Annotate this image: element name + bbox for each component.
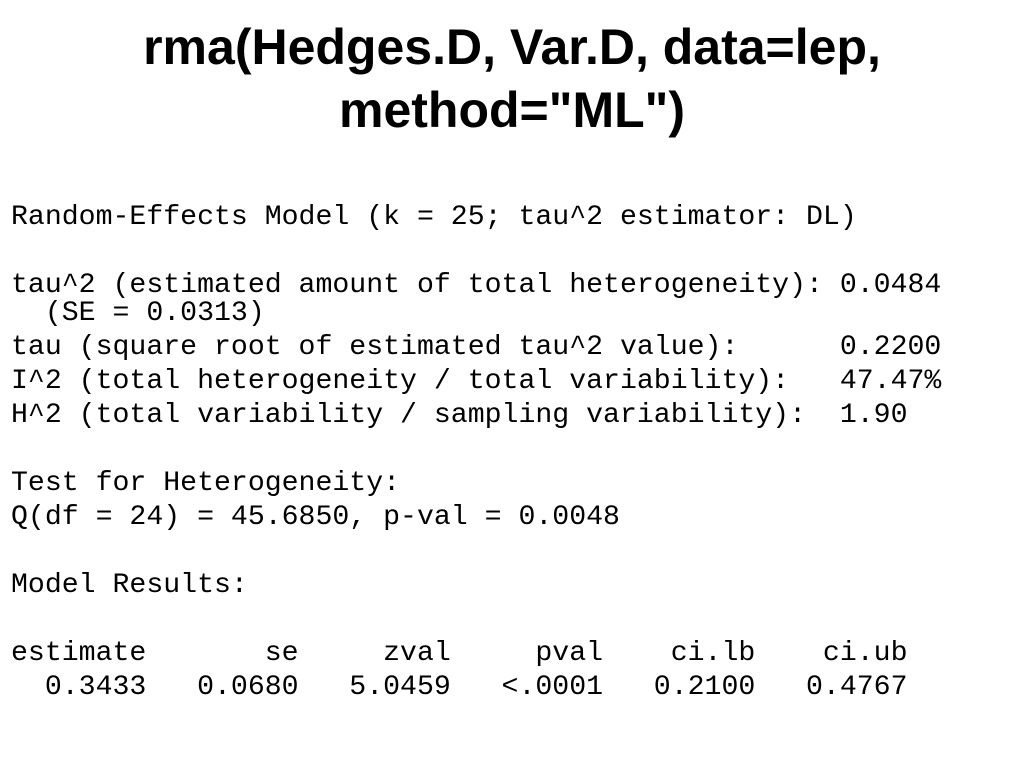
output-line: Random-Effects Model (k = 25; tau^2 esti… xyxy=(11,202,857,233)
output-line: H^2 (total variability / sampling variab… xyxy=(11,400,908,431)
output-line: Q(df = 24) = 45.6850, p-val = 0.0048 xyxy=(11,502,620,533)
output-line: Test for Heterogeneity: xyxy=(11,468,401,499)
output-line: I^2 (total heterogeneity / total variabi… xyxy=(11,366,942,397)
output-line: tau (square root of estimated tau^2 valu… xyxy=(11,332,942,363)
output-line: Model Results: xyxy=(11,570,248,601)
output-line: tau^2 (estimated amount of total heterog… xyxy=(11,270,942,301)
title-line: method="ML") xyxy=(339,82,685,138)
output-line: estimate se zval pval ci.lb ci.ub xyxy=(11,638,908,669)
output-line: 0.3433 0.0680 5.0459 <.0001 0.2100 0.476… xyxy=(11,672,908,703)
title-line: rma(Hedges.D, Var.D, data=lep, xyxy=(143,19,881,75)
output-line: (SE = 0.0313) xyxy=(11,298,265,329)
